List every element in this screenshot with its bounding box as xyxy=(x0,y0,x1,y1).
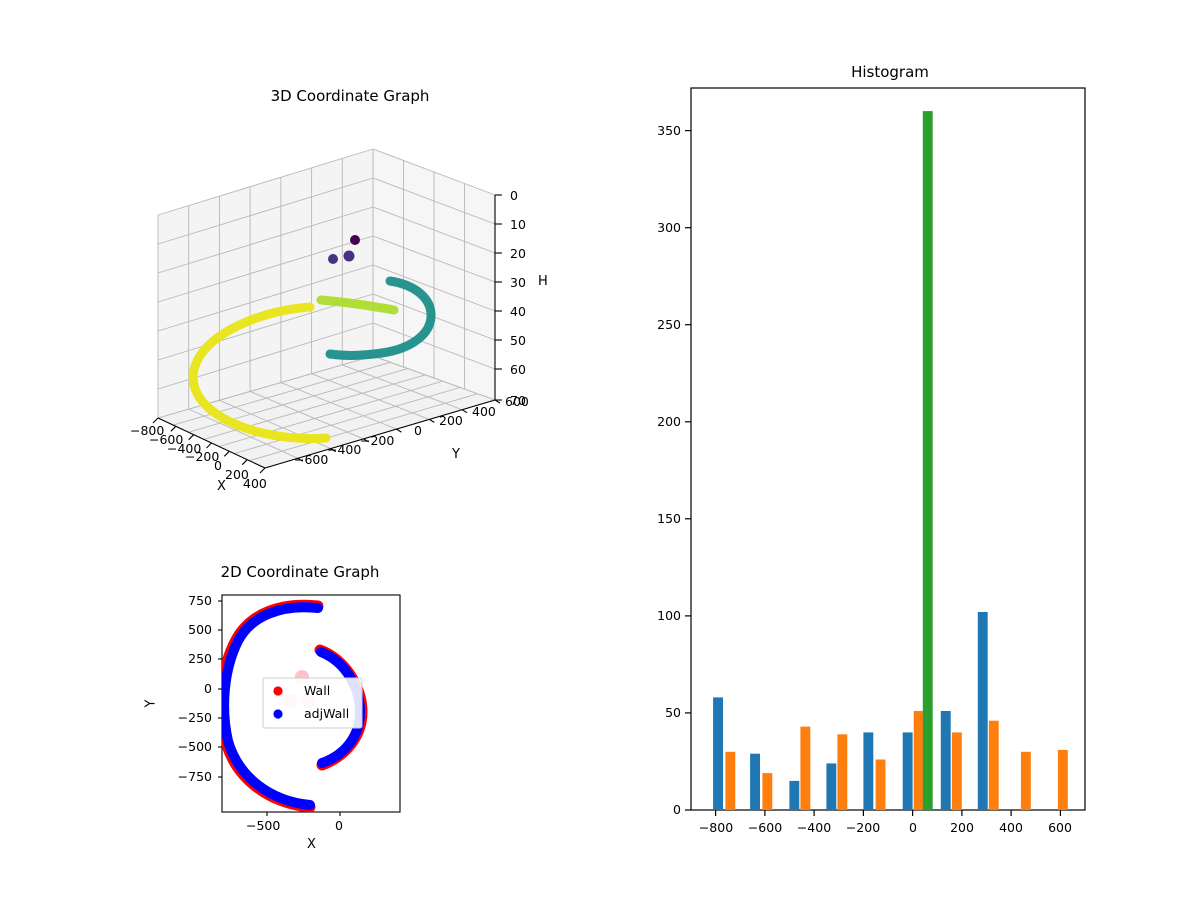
plot2d-xlabel: X xyxy=(307,837,316,852)
plot3d-xlabel: X xyxy=(217,479,226,494)
plot3d-xtick-0: −800 xyxy=(130,423,165,438)
plot3d-zticks-marks xyxy=(495,194,502,401)
histogram-ytick-0: 0 xyxy=(673,802,681,817)
histogram-canvas xyxy=(685,87,1086,816)
legend-marker-wall xyxy=(273,686,283,696)
plot3d-ztick-3: 30 xyxy=(510,275,526,290)
histogram-xtick-3: −200 xyxy=(845,820,881,835)
plot2d-ylabel: Y xyxy=(143,699,159,708)
plot3d-ztick-1: 10 xyxy=(510,217,526,232)
plot2d-legend-label-adjwall: adjWall xyxy=(304,706,350,721)
plot3d-title: 3D Coordinate Graph xyxy=(270,87,430,105)
plot3d-ztick-4: 40 xyxy=(510,304,526,319)
histogram-ytick-3: 150 xyxy=(657,511,681,526)
plot3d-xtick-1: −600 xyxy=(149,432,184,447)
histogram-bars-green xyxy=(922,111,933,811)
histogram-ytick-1: 50 xyxy=(665,705,681,720)
plot3d-xtick-2: −400 xyxy=(167,441,202,456)
histogram-xtick-marks xyxy=(714,810,1061,816)
histogram-xtick-1: −600 xyxy=(747,820,783,835)
histogram-ytick-2: 100 xyxy=(657,608,681,623)
plot3d-arc-right-teal xyxy=(325,276,436,360)
plot2d-legend-frame xyxy=(262,677,363,729)
plot3d-ytick-0: 600 xyxy=(505,394,529,409)
histogram-ytick-7: 350 xyxy=(657,123,681,138)
plot3d-ztick-0: 0 xyxy=(510,188,518,203)
histogram-ytick-5: 250 xyxy=(657,317,681,332)
plot3d-ytick-2: 200 xyxy=(439,413,463,428)
plot2d-ytick-1: 500 xyxy=(188,622,212,637)
plot2d-ytick-2: 250 xyxy=(188,651,212,666)
plot2d-legend xyxy=(262,677,363,729)
plot3d-zlabel: H xyxy=(538,274,548,289)
plot3d-ztick-2: 20 xyxy=(510,246,526,261)
axes-2d-coordinate-graph: 2D Coordinate Graph xyxy=(143,560,480,860)
plot3d-ztick-6: 60 xyxy=(510,362,526,377)
plot3d-xtick-4: 0 xyxy=(214,458,222,473)
plot3d-ylabel: Y xyxy=(452,447,460,462)
plot3d-points-purple xyxy=(328,235,360,264)
histogram-xtick-5: 200 xyxy=(950,820,974,835)
plot2d-ytick-3: 0 xyxy=(204,681,212,696)
plot3d-xticks-marks xyxy=(152,417,266,474)
histogram-xtick-6: 400 xyxy=(999,820,1023,835)
plot3d-ztick-7: 70 xyxy=(510,393,526,408)
plot3d-xtick-3: −200 xyxy=(185,449,220,464)
histogram-ytick-6: 300 xyxy=(657,220,681,235)
plot3d-ytick-4: −200 xyxy=(360,433,395,448)
histogram-xtick-4: 0 xyxy=(909,820,917,835)
plot3d-canvas xyxy=(152,148,502,474)
histogram-frame xyxy=(690,87,1086,811)
plot3d-arc-middle-green xyxy=(316,295,399,315)
plot3d-arc-outer-yellow xyxy=(188,302,331,444)
plot3d-ztick-5: 50 xyxy=(510,333,526,348)
plot2d-ytick-6: −750 xyxy=(177,769,212,784)
plot3d-xtick-5: 200 xyxy=(225,467,249,482)
histogram-ytick-marks xyxy=(685,129,691,811)
plot2d-canvas xyxy=(218,594,401,816)
histogram-bars-blue xyxy=(713,612,988,810)
axes-3d-coordinate-graph: 3D Coordinate Graph xyxy=(130,85,560,505)
plot3d-xtick-6: 400 xyxy=(243,476,267,491)
plot3d-left-pane xyxy=(158,149,373,418)
plot3d-ytick-5: −400 xyxy=(327,442,362,457)
plot2d-ytick-4: −250 xyxy=(177,710,212,725)
histogram-bars-orange xyxy=(725,711,1068,810)
plot3d-ytick-1: 400 xyxy=(472,404,496,419)
plot2d-ytick-5: −500 xyxy=(177,739,212,754)
histogram-title: Histogram xyxy=(851,63,929,81)
legend-marker-adjwall xyxy=(273,709,283,719)
plot2d-title: 2D Coordinate Graph xyxy=(220,563,380,581)
plot2d-xtick-1: 0 xyxy=(335,818,343,833)
histogram-ytick-4: 200 xyxy=(657,414,681,429)
plot3d-ytick-3: 0 xyxy=(414,423,422,438)
plot2d-tick-marks xyxy=(218,600,341,816)
plot2d-ytick-0: 750 xyxy=(188,593,212,608)
histogram-xtick-2: −400 xyxy=(796,820,832,835)
plot2d-legend-label-wall: Wall xyxy=(304,683,331,698)
plot3d-ytick-6: −600 xyxy=(294,452,329,467)
histogram-xtick-0: −800 xyxy=(698,820,734,835)
histogram-xtick-7: 600 xyxy=(1048,820,1072,835)
axes-histogram: Histogram xyxy=(640,60,1100,860)
plot2d-xtick-0: −500 xyxy=(246,818,281,833)
